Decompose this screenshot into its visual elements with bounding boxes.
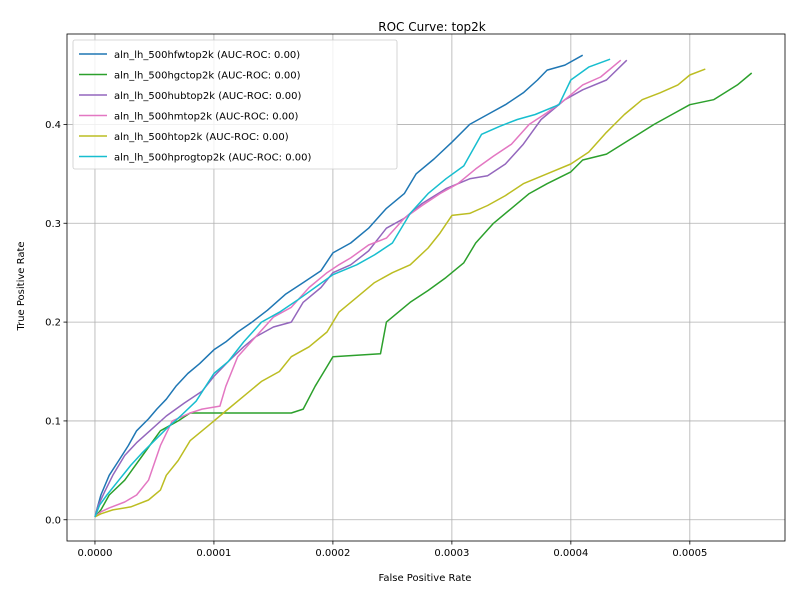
legend-entry-3: aln_lh_500hmtop2k (AUC-ROC: 0.00) xyxy=(114,112,299,123)
plot-frame xyxy=(66,33,786,542)
y-tick-label: 0.0 xyxy=(45,515,61,526)
legend-entry-2: aln_lh_500hubtop2k (AUC-ROC: 0.00) xyxy=(114,91,301,102)
x-axis-label: False Positive Rate xyxy=(379,573,472,584)
x-tick-label: 0.0000 xyxy=(77,548,112,559)
legend-entry-5: aln_lh_500hprogtop2k (AUC-ROC: 0.00) xyxy=(114,153,311,164)
series-line-1 xyxy=(94,72,753,518)
x-axis-ticks: 0.0000 0.0001 0.0002 0.0003 0.0004 0.0005 xyxy=(77,541,707,559)
legend-entry-0: aln_lh_500hfwtop2k (AUC-ROC: 0.00) xyxy=(114,50,300,61)
legend-frame xyxy=(72,39,398,170)
legend-entry-4: aln_lh_500htop2k (AUC-ROC: 0.00) xyxy=(114,132,289,143)
y-tick-label: 0.3 xyxy=(45,219,61,230)
y-axis-label: True Positive Rate xyxy=(16,241,27,331)
x-tick-label: 0.0005 xyxy=(672,548,707,559)
series-line-4 xyxy=(94,68,706,518)
series-layer xyxy=(94,54,753,518)
series-line-2 xyxy=(94,59,628,518)
x-tick-label: 0.0003 xyxy=(434,548,469,559)
y-tick-label: 0.4 xyxy=(45,120,61,131)
y-tick-label: 0.1 xyxy=(45,416,61,427)
x-tick-label: 0.0002 xyxy=(315,548,350,559)
series-line-0 xyxy=(94,54,584,517)
y-axis-ticks: 0.0 0.1 0.2 0.3 0.4 xyxy=(45,120,67,526)
x-tick-label: 0.0001 xyxy=(196,548,231,559)
legend-entry-1: aln_lh_500hgctop2k (AUC-ROC: 0.00) xyxy=(114,71,301,82)
legend: aln_lh_500hfwtop2k (AUC-ROC: 0.00) aln_lh… xyxy=(72,39,398,170)
series-line-5 xyxy=(94,58,611,518)
chart-title: ROC Curve: top2k xyxy=(378,20,486,34)
series-line-3 xyxy=(94,59,622,518)
y-tick-label: 0.2 xyxy=(45,318,61,329)
x-tick-label: 0.0004 xyxy=(553,548,588,559)
